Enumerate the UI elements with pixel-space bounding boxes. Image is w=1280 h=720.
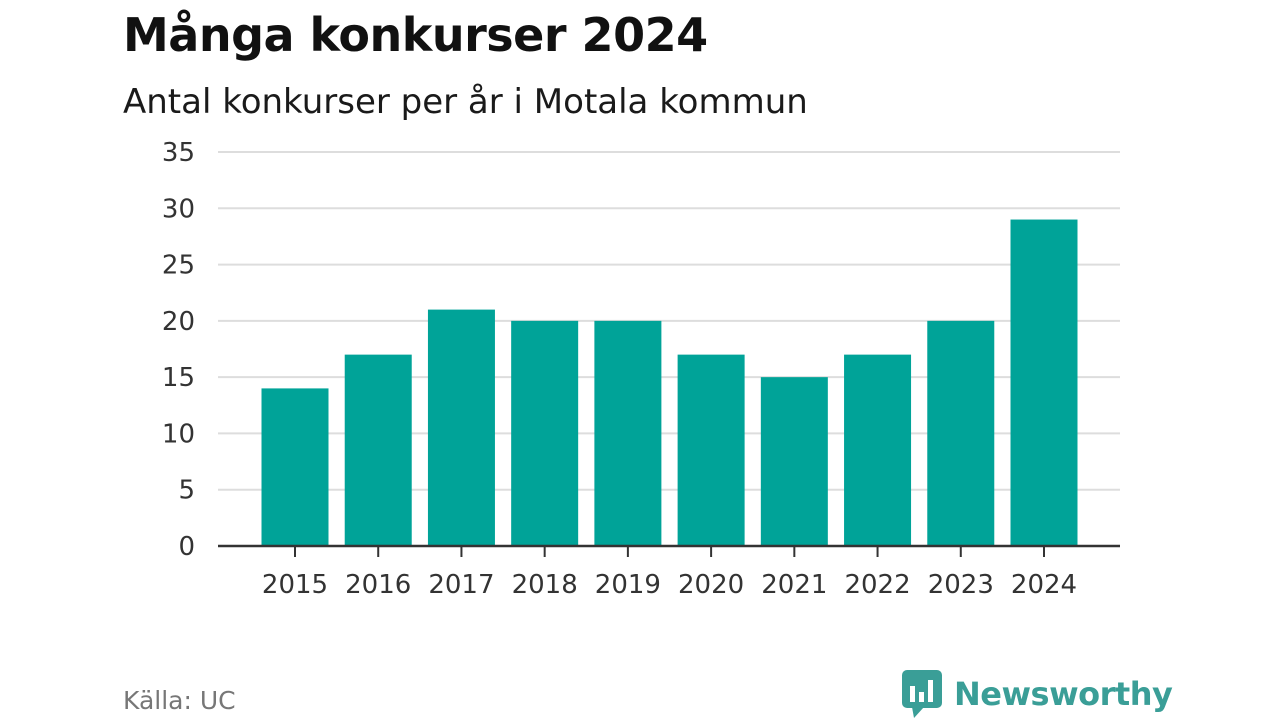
y-tick-label: 35 [162, 138, 195, 168]
bar [427, 309, 495, 546]
bar [344, 354, 412, 546]
y-tick-label: 15 [162, 363, 195, 393]
x-tick-label: 2023 [928, 570, 994, 600]
y-tick-label: 25 [162, 251, 195, 281]
x-tick-label: 2019 [595, 570, 661, 600]
x-tick-label: 2021 [761, 570, 827, 600]
axes: 0 5 10 15 20 25 30 35 2015 2016 2017 2018 2019 2020 20… [162, 138, 1120, 600]
bar [261, 388, 329, 546]
y-tick-label: 5 [178, 476, 195, 506]
bar-chart: 0 5 10 15 20 25 30 35 2015 2016 2017 2018 2019 2020 20… [162, 138, 1120, 600]
bars [261, 219, 1078, 547]
y-tick-label: 10 [162, 419, 195, 449]
source-note: Källa: UC [123, 686, 236, 715]
x-tick-label: 2017 [428, 570, 494, 600]
y-tick-label: 30 [162, 194, 195, 224]
x-tick-label: 2018 [512, 570, 578, 600]
y-tick-label: 20 [162, 307, 195, 337]
bar [760, 377, 828, 546]
bar [1010, 219, 1078, 547]
chart-subtitle: Antal konkurser per år i Motala kommun [123, 82, 808, 122]
x-tick-label: 2022 [844, 570, 910, 600]
bar [844, 354, 912, 546]
x-tick-label: 2016 [345, 570, 411, 600]
chart-title: Många konkurser 2024 [123, 8, 708, 62]
newsworthy-logo: Newsworthy [902, 670, 1173, 718]
bar [594, 320, 662, 546]
bar-chart-speech-bubble-icon [902, 670, 942, 718]
bar [927, 320, 995, 546]
y-tick-label: 0 [178, 532, 195, 562]
x-tick-label: 2024 [1011, 570, 1077, 600]
x-tick-label: 2015 [262, 570, 328, 600]
bar [677, 354, 745, 546]
brand-name: Newsworthy [954, 675, 1173, 713]
x-tick-label: 2020 [678, 570, 744, 600]
bar [511, 320, 579, 546]
